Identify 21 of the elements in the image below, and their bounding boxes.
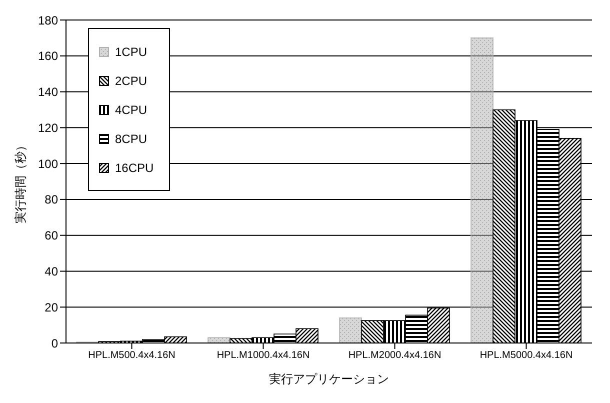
y-tick-label: 180: [38, 13, 58, 28]
x-axis-title: 実行アプリケーション: [269, 372, 389, 386]
x-tick-label: HPL.M2000.4x4.16N: [348, 350, 442, 362]
legend-label: 2CPU: [115, 74, 148, 88]
y-tick-label: 160: [38, 49, 58, 64]
legend-label: 8CPU: [115, 132, 148, 146]
y-axis-title: 実行時間（秒）: [13, 140, 28, 224]
y-tick-label: 100: [38, 156, 58, 171]
x-tick-label: HPL.M1000.4x4.16N: [216, 350, 310, 362]
legend-label: 16CPU: [115, 160, 154, 174]
legend-label: 1CPU: [115, 44, 148, 58]
legend-label: 4CPU: [115, 102, 148, 116]
x-tick-label: HPL.M5000.4x4.16N: [480, 350, 573, 362]
y-tick-label: 40: [44, 264, 58, 278]
x-tick-label: HPL.M500.4x4.16N: [88, 350, 176, 362]
y-tick-label: 0: [51, 336, 58, 350]
y-tick-label: 140: [38, 85, 58, 100]
y-tick-label: 80: [44, 192, 58, 207]
y-tick-label: 60: [44, 228, 58, 243]
y-tick-label: 20: [44, 300, 58, 314]
y-tick-label: 120: [38, 120, 58, 135]
